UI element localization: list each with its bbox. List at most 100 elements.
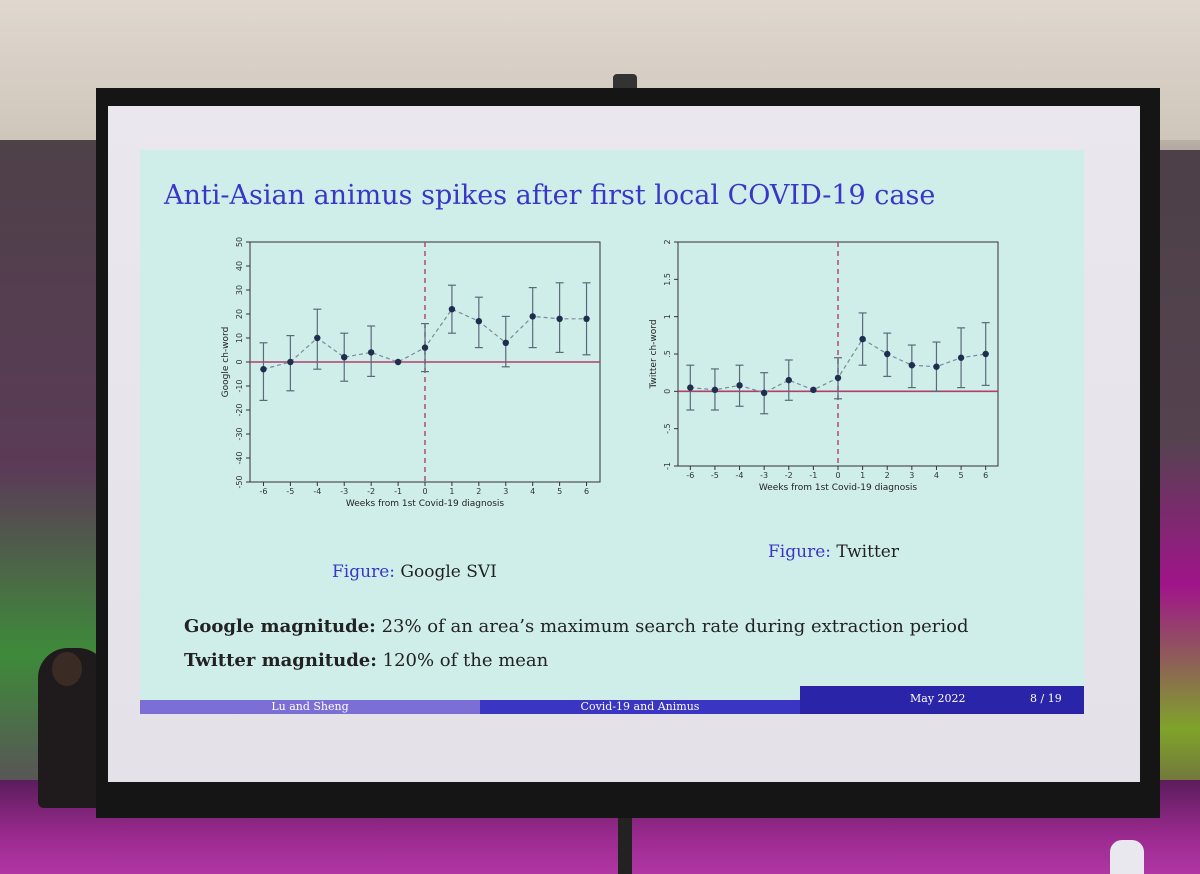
data-point	[884, 350, 891, 358]
y-tick-label: -30	[235, 427, 244, 440]
x-tick-label: 4	[934, 471, 939, 480]
data-point	[529, 313, 536, 320]
y-tick-label: -40	[235, 451, 244, 464]
y-tick-label: 1.5	[663, 273, 672, 286]
note-twitter-label: Twitter magnitude:	[184, 650, 377, 671]
x-tick-label: -2	[367, 487, 375, 496]
data-point	[982, 350, 989, 358]
data-point	[711, 386, 719, 394]
x-tick-label: 0	[422, 487, 427, 496]
note-twitter-magnitude: Twitter magnitude: 120% of the mean	[184, 650, 548, 671]
data-point	[341, 354, 348, 361]
caption-google-text: Google SVI	[394, 562, 497, 582]
y-tick-label: -1	[663, 462, 672, 470]
y-tick-label: 10	[235, 333, 244, 343]
x-tick-label: 2	[885, 471, 890, 480]
data-point	[502, 339, 509, 346]
footer-page: 8 / 19	[1030, 692, 1062, 705]
data-point	[736, 382, 743, 389]
caption-twitter: Figure: Twitter	[768, 542, 899, 562]
screen-hook	[613, 74, 637, 92]
x-tick-label: 5	[959, 471, 964, 480]
x-tick-label: -5	[286, 487, 294, 496]
data-point	[908, 362, 916, 369]
data-point	[834, 374, 842, 382]
x-tick-label: 3	[503, 487, 508, 496]
data-point	[421, 344, 429, 351]
caption-twitter-text: Twitter	[830, 542, 899, 562]
note-twitter-text: 120% of the mean	[376, 650, 549, 671]
data-point	[394, 358, 402, 366]
caption-google-prefix: Figure:	[332, 562, 395, 582]
slide-title: Anti-Asian animus spikes after first loc…	[164, 180, 936, 211]
x-tick-label: 6	[584, 487, 589, 496]
audience-person-head	[52, 652, 82, 686]
water-bottle	[1110, 840, 1144, 874]
caption-twitter-prefix: Figure:	[768, 542, 831, 562]
y-tick-label: 1	[663, 314, 672, 319]
x-axis-label: Weeks from 1st Covid-19 diagnosis	[346, 499, 505, 509]
data-point	[475, 318, 483, 325]
note-google-label: Google magnitude:	[184, 616, 376, 637]
y-tick-label: -.5	[663, 423, 672, 434]
x-tick-label: 1	[860, 471, 865, 480]
x-tick-label: 4	[530, 487, 535, 496]
x-tick-label: 2	[476, 487, 481, 496]
y-tick-label: 30	[235, 285, 244, 295]
x-tick-label: 6	[983, 471, 988, 480]
x-tick-label: -1	[809, 471, 817, 480]
x-tick-label: -3	[760, 471, 768, 480]
data-point	[260, 366, 267, 373]
presentation-slide: Anti-Asian animus spikes after first loc…	[140, 150, 1084, 714]
x-tick-label: -6	[686, 471, 694, 480]
y-tick-label: 0	[235, 359, 244, 364]
data-point	[933, 363, 940, 370]
x-tick-label: -6	[259, 487, 267, 496]
y-axis-label: Twitter ch-word	[649, 319, 659, 389]
y-tick-label: -20	[235, 403, 244, 416]
caption-google: Figure: Google SVI	[332, 562, 497, 582]
y-tick-label: 40	[235, 261, 244, 271]
y-tick-label: 0	[663, 389, 672, 394]
data-point	[957, 354, 965, 361]
data-point	[367, 349, 375, 356]
note-google-text: 23% of an area’s maximum search rate dur…	[375, 616, 969, 637]
data-point	[810, 386, 817, 394]
y-axis-label: Google ch-word	[221, 327, 231, 398]
footer-right: May 2022 8 / 19	[800, 686, 1084, 714]
x-tick-label: 3	[909, 471, 914, 480]
x-tick-label: -5	[711, 471, 719, 480]
x-tick-label: 5	[557, 487, 562, 496]
y-tick-label: -10	[235, 379, 244, 392]
y-tick-label: .5	[663, 350, 672, 358]
footer-date: May 2022	[910, 692, 966, 705]
slide-footer: Lu and Sheng Covid-19 and Animus May 202…	[140, 686, 1084, 714]
x-axis-label: Weeks from 1st Covid-19 diagnosis	[759, 483, 918, 493]
data-point	[760, 389, 768, 397]
y-tick-label: -50	[235, 475, 244, 488]
x-tick-label: -4	[313, 487, 321, 496]
data-point	[687, 384, 694, 391]
x-tick-label: 1	[449, 487, 454, 496]
data-point	[287, 358, 294, 366]
x-tick-label: -1	[394, 487, 402, 496]
data-point	[556, 315, 563, 322]
data-point	[448, 306, 456, 313]
x-tick-label: -4	[736, 471, 744, 480]
footer-talk-title: Covid-19 and Animus	[480, 700, 800, 714]
x-tick-label: -2	[785, 471, 793, 480]
y-tick-label: 20	[235, 309, 244, 319]
data-point	[583, 315, 590, 322]
chart-twitter: -1 -.5 0 .5 1 1.5 2 -6 -5 -4 -3 -2 -1 0 1 2 3 4 5 6 Weeks fr…	[648, 236, 1008, 506]
data-point	[314, 334, 321, 342]
x-tick-label: -3	[340, 487, 348, 496]
x-tick-label: 0	[835, 471, 840, 480]
note-google-magnitude: Google magnitude: 23% of an area’s maxim…	[184, 616, 969, 637]
chart-twitter-svg: -1 -.5 0 .5 1 1.5 2 -6 -5 -4 -3 -2 -1 0 1 2 3 4 5 6 Weeks fr…	[649, 239, 999, 493]
data-point	[785, 376, 792, 384]
footer-authors: Lu and Sheng	[140, 700, 480, 714]
data-point	[859, 335, 866, 343]
y-tick-label: 2	[663, 239, 672, 244]
y-tick-label: 50	[235, 237, 244, 247]
